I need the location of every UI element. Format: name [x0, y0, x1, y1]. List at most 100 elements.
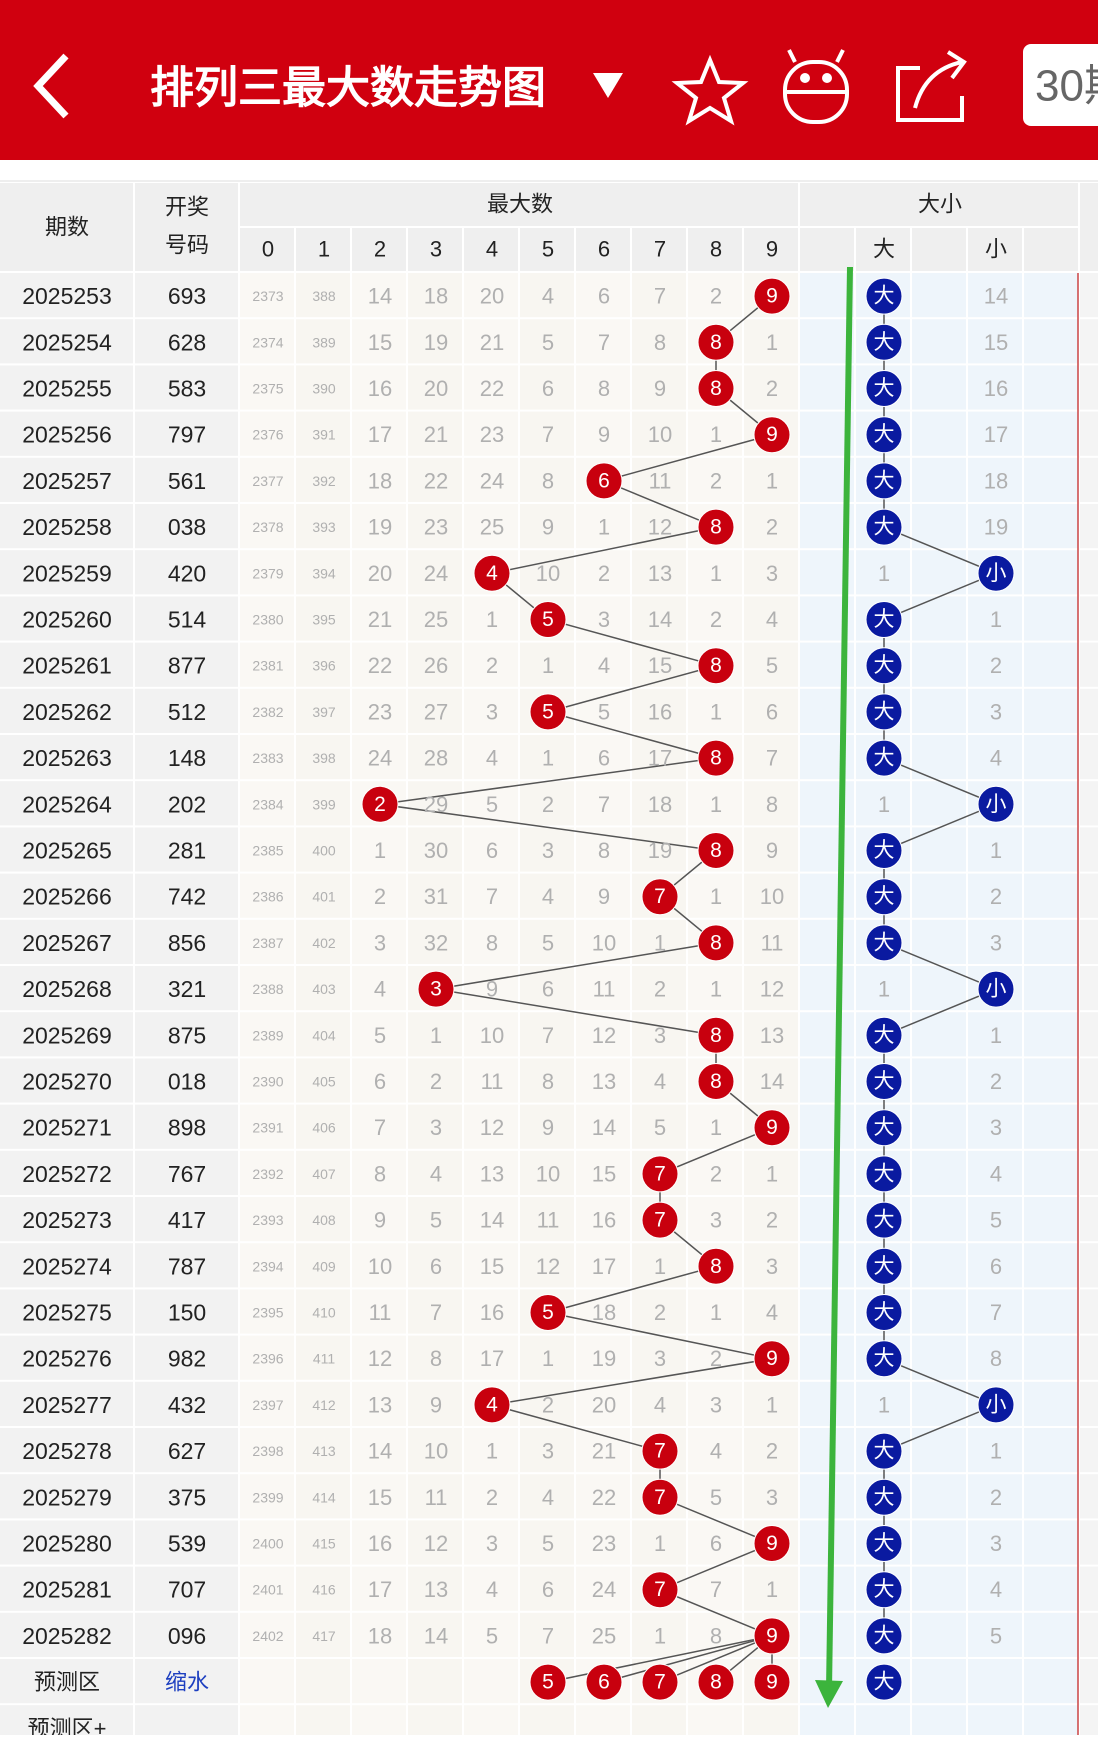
cell [912, 228, 966, 271]
trend-line [659, 1635, 773, 1683]
range-label[interactable]: 30期 [1035, 62, 1098, 111]
miss-count: 3 [486, 699, 498, 724]
miss-count: 1 [654, 930, 666, 955]
cell [856, 228, 910, 271]
miss-count: 3 [990, 1115, 1002, 1140]
cell [240, 1566, 294, 1611]
miss-count: 2386 [252, 889, 283, 905]
cell [408, 827, 462, 872]
cell [520, 1058, 574, 1103]
miss-count: 2392 [252, 1166, 283, 1182]
range-button[interactable] [1023, 44, 1098, 126]
miss-count: 1 [710, 792, 722, 817]
cell [912, 1150, 966, 1195]
cell [800, 1381, 854, 1426]
miss-count: 7 [598, 792, 610, 817]
cell [1024, 365, 1078, 410]
ball [753, 277, 791, 315]
miss-count: 2394 [252, 1258, 283, 1274]
cell [135, 596, 238, 641]
miss-count: 1 [766, 1161, 778, 1186]
cell [1080, 319, 1098, 364]
ball [361, 785, 399, 823]
miss-count: 1 [710, 977, 722, 1002]
miss-count: 11 [369, 1300, 392, 1325]
cell [240, 319, 294, 364]
miss-count: 2 [654, 1300, 666, 1325]
period: 2025277 [22, 1392, 112, 1418]
miss-count: 19 [424, 330, 448, 355]
cell [1024, 228, 1078, 271]
favorite-button[interactable] [671, 54, 749, 126]
cell [1080, 550, 1098, 595]
cell [464, 735, 518, 780]
ball [865, 1016, 903, 1054]
ball [865, 601, 903, 638]
digit-header: 2 [374, 237, 386, 262]
cell [0, 1197, 133, 1242]
cell [520, 1381, 574, 1426]
cell [520, 1566, 574, 1611]
cell [856, 1381, 910, 1426]
miss-count: 10 [592, 930, 616, 955]
cell [520, 228, 574, 271]
page-title[interactable]: 排列三最大数走势图 [150, 64, 546, 113]
draw-number: 202 [168, 791, 206, 817]
cell [800, 1104, 854, 1149]
ball-label: 7 [654, 1440, 666, 1463]
cell [632, 1012, 686, 1057]
miss-count: 4 [654, 1069, 666, 1094]
cell [968, 457, 1022, 502]
back-button[interactable] [33, 53, 69, 119]
miss-count: 2 [710, 1161, 722, 1186]
cell [856, 966, 910, 1011]
cell [632, 1335, 686, 1380]
cell [352, 688, 406, 733]
cell [0, 1058, 133, 1103]
ball-label: 小 [986, 793, 1007, 816]
miss-count: 410 [312, 1305, 336, 1321]
share-button[interactable] [896, 50, 967, 122]
ball [529, 601, 567, 638]
cell [688, 781, 742, 826]
dropdown-arrow[interactable] [593, 73, 623, 98]
miss-count: 2 [542, 1392, 554, 1417]
cell [296, 319, 350, 364]
cell [352, 457, 406, 502]
cell [135, 273, 238, 318]
cell [1024, 550, 1078, 595]
ball [977, 1386, 1015, 1424]
ball-label: 9 [766, 1347, 778, 1370]
cell [135, 781, 238, 826]
digit-header: 1 [318, 237, 330, 262]
prediction-note[interactable]: 缩水 [165, 1670, 209, 1695]
miss-count: 5 [598, 699, 610, 724]
miss-count: 4 [598, 653, 610, 678]
cell [576, 596, 630, 641]
cell [632, 411, 686, 456]
miss-count: 1 [710, 1300, 722, 1325]
draw-number: 096 [168, 1623, 206, 1649]
miss-count: 2395 [252, 1305, 283, 1321]
period: 2025265 [22, 838, 112, 864]
cell [576, 1612, 630, 1657]
ball [697, 508, 735, 546]
miss-count: 1 [710, 422, 722, 447]
cell [576, 642, 630, 687]
cell [912, 1705, 966, 1740]
cell [576, 1150, 630, 1195]
miss-count: 25 [424, 607, 448, 632]
miss-count: 415 [312, 1536, 336, 1552]
miss-count: 9 [598, 884, 610, 909]
cell [296, 1566, 350, 1611]
miss-count: 25 [480, 515, 504, 540]
miss-count: 23 [424, 515, 448, 540]
miss-count: 4 [654, 1392, 666, 1417]
miss-count: 2 [598, 561, 610, 586]
miss-count: 7 [598, 330, 610, 355]
robot-button[interactable] [783, 49, 849, 124]
draw-number: 742 [168, 884, 206, 910]
cell [464, 1058, 518, 1103]
miss-count: 3 [990, 930, 1002, 955]
ball-label: 大 [874, 1440, 895, 1463]
